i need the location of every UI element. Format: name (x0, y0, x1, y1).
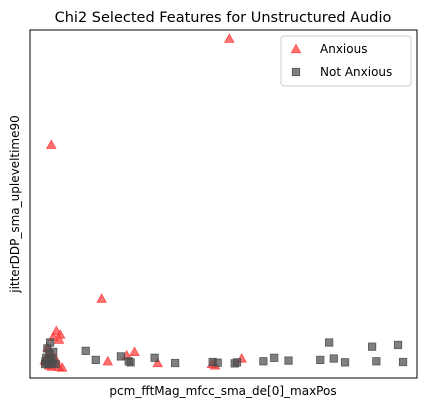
data-point-not-anxious (316, 355, 325, 365)
legend-label-anxious: Anxious (320, 42, 367, 56)
data-point-not-anxious (40, 359, 50, 369)
data-point-anxious (224, 33, 235, 43)
data-point-not-anxious (259, 357, 268, 366)
data-point-anxious (46, 139, 57, 149)
data-point-not-anxious (329, 354, 338, 363)
data-point-not-anxious (325, 338, 334, 347)
data-point-not-anxious (284, 356, 293, 365)
data-point-anxious (129, 346, 140, 356)
data-point-not-anxious (398, 357, 408, 367)
data-point-not-anxious (368, 342, 377, 351)
data-point-not-anxious (393, 340, 403, 350)
data-point-not-anxious (372, 357, 381, 366)
data-point-not-anxious (270, 353, 279, 362)
data-point-not-anxious (49, 347, 58, 357)
legend-label-not-anxious: Not Anxious (320, 65, 392, 79)
data-point-not-anxious (340, 358, 350, 367)
legend-marker-anxious (290, 43, 302, 54)
legend-box (280, 35, 412, 87)
data-point-not-anxious (124, 357, 133, 366)
data-points (39, 33, 408, 372)
data-point-not-anxious (51, 359, 60, 369)
x-axis-label: pcm_fftMag_mfcc_sma_de[0]_maxPos (109, 384, 336, 398)
data-point-not-anxious (81, 346, 90, 355)
y-axis-label: jitterDDP_sma_upleveltime90 (8, 115, 22, 294)
data-point-not-anxious (232, 358, 242, 367)
data-point-not-anxious (171, 358, 180, 368)
plot-area (29, 29, 418, 379)
chart-title: Chi2 Selected Features for Unstructured … (55, 10, 392, 26)
legend: Anxious Not Anxious (280, 35, 412, 87)
legend-marker-anxious-shape (290, 43, 302, 54)
data-point-not-anxious (150, 353, 159, 362)
legend-marker-not-anxious (291, 67, 301, 77)
data-point-not-anxious (91, 355, 100, 365)
legend-marker-not-anxious-shape (291, 67, 301, 77)
data-point-anxious (152, 357, 163, 368)
data-point-not-anxious (116, 352, 126, 361)
data-point-anxious (102, 355, 114, 366)
data-point-not-anxious (213, 358, 222, 367)
data-point-anxious (96, 293, 107, 303)
data-point-anxious (56, 362, 68, 372)
